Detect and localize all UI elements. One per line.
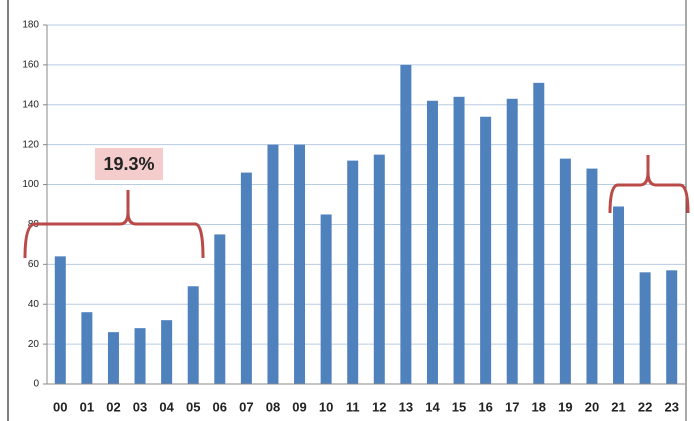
x-tick-label: 03 <box>133 399 147 414</box>
bar <box>294 144 306 384</box>
brace-left <box>23 190 205 259</box>
bar <box>161 320 173 384</box>
y-tick-label: 180 <box>22 20 39 31</box>
y-tick-label: 0 <box>33 379 39 390</box>
x-tick-label: 14 <box>425 399 440 414</box>
x-tick-label: 01 <box>80 399 94 414</box>
bar <box>506 98 518 385</box>
x-tick-label: 19 <box>558 399 572 414</box>
bar <box>54 256 66 384</box>
x-tick-label: 00 <box>53 399 67 414</box>
x-tick-label: 18 <box>532 399 546 414</box>
bar <box>214 234 226 384</box>
x-tick-label: 05 <box>186 399 200 414</box>
bar <box>267 144 279 384</box>
bar <box>426 100 438 385</box>
x-tick-label: 20 <box>585 399 599 414</box>
bar <box>639 272 651 384</box>
bar <box>480 116 492 384</box>
x-tick-label: 09 <box>292 399 306 414</box>
bar <box>613 206 625 384</box>
x-tick-label: 13 <box>399 399 413 414</box>
x-tick-label: 22 <box>638 399 652 414</box>
y-tick-label: 140 <box>22 99 39 110</box>
brace-right <box>608 155 690 214</box>
bar <box>347 160 359 384</box>
x-tick-label: 04 <box>159 399 174 414</box>
x-tick-label: 11 <box>346 399 360 414</box>
x-tick-label: 23 <box>664 399 678 414</box>
bar <box>373 154 385 384</box>
x-tick-label: 10 <box>319 399 333 414</box>
x-tick-label: 16 <box>478 399 492 414</box>
x-tick-label: 02 <box>106 399 120 414</box>
y-tick-label: 60 <box>28 259 40 270</box>
y-tick-label: 40 <box>28 299 40 310</box>
annotation: 19.3% <box>103 154 154 174</box>
bar <box>533 82 545 384</box>
bar <box>559 158 571 384</box>
x-tick-label: 12 <box>372 399 386 414</box>
x-tick-label: 21 <box>611 399 625 414</box>
bar <box>320 214 332 384</box>
bar <box>586 168 598 384</box>
x-tick-label: 08 <box>266 399 280 414</box>
y-tick-label: 120 <box>22 139 39 150</box>
bar <box>81 312 93 384</box>
annotation-box <box>95 148 163 180</box>
bar <box>187 286 199 384</box>
bar <box>453 96 465 385</box>
x-tick-label: 06 <box>213 399 227 414</box>
x-tick-label: 17 <box>505 399 519 414</box>
bar <box>400 64 412 384</box>
bar <box>107 332 119 384</box>
x-tick-label: 15 <box>452 399 466 414</box>
y-tick-label: 160 <box>22 60 39 71</box>
bar <box>240 172 252 384</box>
bar <box>666 270 678 384</box>
bar <box>134 328 146 384</box>
y-tick-label: 100 <box>22 179 39 190</box>
y-tick-label: 20 <box>28 339 40 350</box>
x-tick-label: 07 <box>239 399 253 414</box>
